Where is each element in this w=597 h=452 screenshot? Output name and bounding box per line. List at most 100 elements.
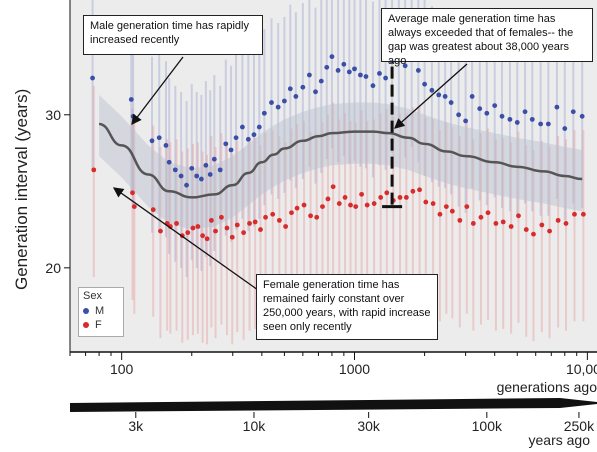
male-point bbox=[217, 167, 223, 173]
female-point bbox=[423, 199, 429, 205]
female-point bbox=[359, 191, 365, 197]
female-point bbox=[131, 204, 137, 210]
male-point bbox=[570, 109, 576, 115]
female-point bbox=[320, 204, 325, 210]
female-point bbox=[457, 217, 463, 223]
female-point bbox=[213, 228, 218, 234]
female-point bbox=[580, 211, 586, 217]
female-point bbox=[508, 224, 514, 229]
female-point bbox=[342, 195, 348, 200]
female-point bbox=[258, 227, 263, 232]
male-point bbox=[90, 75, 95, 81]
female-point bbox=[364, 202, 370, 208]
male-point bbox=[335, 68, 341, 73]
male-point bbox=[163, 142, 169, 148]
female-point bbox=[500, 219, 506, 225]
female-point bbox=[91, 167, 97, 173]
legend-label-male: M bbox=[95, 305, 105, 317]
male-point bbox=[198, 176, 204, 182]
fit-curve bbox=[98, 122, 583, 199]
female-point bbox=[270, 211, 276, 217]
male-point bbox=[538, 121, 544, 127]
x-axis-label: generations ago bbox=[497, 379, 597, 395]
male-point bbox=[282, 98, 287, 104]
female-point bbox=[208, 217, 214, 223]
years-ago-bar bbox=[70, 398, 597, 412]
male-point bbox=[579, 113, 585, 119]
x-tick-label: 1000 bbox=[339, 361, 370, 377]
y-tick-label: 30 bbox=[45, 107, 61, 123]
female-point bbox=[397, 195, 403, 200]
female-point bbox=[539, 222, 545, 228]
female-point bbox=[516, 213, 521, 219]
male-point bbox=[436, 92, 442, 98]
male-point bbox=[228, 147, 234, 153]
years-tick-label: 10k bbox=[243, 418, 267, 434]
female-point bbox=[190, 225, 196, 231]
y-tick-label: 20 bbox=[45, 260, 61, 276]
female-point bbox=[437, 211, 443, 217]
x-tick-label: 10,000 bbox=[566, 361, 597, 377]
legend-swatch-female bbox=[83, 322, 89, 328]
female-point bbox=[470, 221, 476, 226]
legend-title: Sex bbox=[83, 290, 102, 302]
female-point bbox=[130, 190, 135, 196]
male-point bbox=[256, 124, 262, 130]
male-point bbox=[448, 100, 454, 105]
male-point bbox=[251, 132, 257, 138]
male-point bbox=[306, 72, 312, 78]
female-point bbox=[150, 207, 156, 213]
male-point bbox=[522, 109, 528, 115]
female-point bbox=[403, 195, 409, 200]
female-point bbox=[283, 224, 289, 229]
female-point bbox=[555, 217, 561, 223]
female-point bbox=[234, 222, 240, 228]
legend-item-female: F bbox=[83, 318, 119, 332]
male-point bbox=[203, 162, 209, 168]
male-point bbox=[275, 104, 281, 110]
female-point bbox=[301, 202, 307, 208]
female-point bbox=[314, 214, 320, 220]
male-point bbox=[211, 156, 217, 162]
years-tick-label: 100k bbox=[472, 418, 503, 434]
male-point bbox=[223, 141, 229, 147]
male-point bbox=[293, 94, 299, 99]
annotation-female-constant: Female generation time has remained fair… bbox=[256, 274, 438, 340]
legend-item-male: M bbox=[83, 304, 119, 318]
female-point bbox=[371, 201, 377, 206]
x-axis-ticks: 100 1000 10,000 bbox=[69, 352, 597, 377]
male-point bbox=[363, 74, 369, 79]
male-point bbox=[172, 167, 178, 173]
male-point bbox=[469, 94, 475, 99]
arrow-male-gap bbox=[394, 63, 468, 129]
female-point bbox=[276, 217, 282, 223]
male-point bbox=[130, 113, 136, 119]
years-axis-label: years ago bbox=[529, 432, 591, 448]
male-point bbox=[313, 89, 318, 95]
female-point bbox=[200, 233, 205, 239]
male-point bbox=[233, 135, 239, 141]
male-point bbox=[178, 173, 184, 179]
male-point bbox=[463, 118, 469, 124]
male-point bbox=[318, 78, 324, 84]
male-point bbox=[499, 113, 505, 119]
y-axis-label: Generation interval (years) bbox=[12, 89, 31, 290]
male-point bbox=[507, 116, 513, 122]
female-point bbox=[464, 204, 470, 210]
female-point bbox=[158, 228, 163, 234]
years-tick-label: 30k bbox=[357, 418, 381, 434]
years-tick-label: 3k bbox=[128, 418, 144, 434]
male-point bbox=[429, 87, 435, 93]
male-point bbox=[189, 165, 195, 171]
female-point bbox=[204, 236, 210, 242]
male-point bbox=[346, 69, 352, 75]
male-point bbox=[239, 124, 245, 130]
male-point bbox=[352, 66, 357, 72]
female-point bbox=[572, 211, 577, 217]
female-point bbox=[224, 225, 230, 231]
female-point bbox=[523, 227, 529, 232]
female-point bbox=[294, 205, 300, 211]
years-axis-ticks: 3k 10k 30k 100k 250k bbox=[128, 412, 595, 434]
